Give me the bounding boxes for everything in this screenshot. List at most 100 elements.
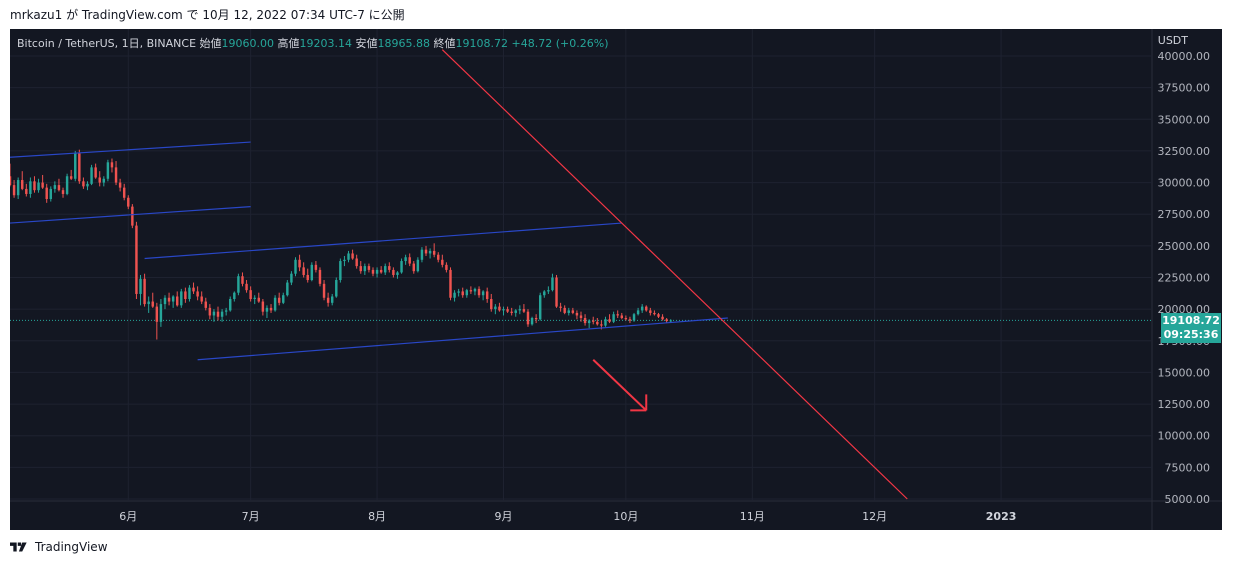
candle (16, 177, 20, 200)
candle-body (420, 249, 424, 260)
candle-body (326, 297, 330, 303)
candle-body (273, 297, 277, 311)
publication-header: mrkazu1 が TradingView.com で 10月 12, 2022… (10, 6, 405, 23)
candle (559, 302, 562, 312)
candle-body (359, 266, 362, 272)
range-channel-bottom-line[interactable] (197, 317, 728, 361)
candle-body (10, 176, 12, 186)
candle (57, 178, 61, 192)
candle (53, 181, 57, 193)
candle-body (159, 304, 163, 322)
candle-body (282, 295, 285, 303)
upper-channel-top-line[interactable] (10, 141, 251, 158)
candle (339, 258, 342, 283)
candle (563, 305, 566, 315)
candle-body (310, 264, 314, 281)
y-tick-label: 30000.00 (1158, 177, 1211, 190)
candle (449, 267, 452, 301)
candle (208, 304, 212, 320)
candle (310, 262, 314, 282)
candle-body (473, 288, 477, 292)
range-channel-top-line[interactable] (144, 222, 622, 260)
candle-body (428, 250, 432, 254)
candle (351, 249, 354, 260)
candlestick-chart[interactable]: 6月 7月 8月 9月 10月 11月 12月 2023 5000.00 7500.00 1000… (10, 29, 1222, 530)
candle (424, 245, 428, 256)
y-tick-label: 25000.00 (1158, 240, 1211, 253)
candle-body (645, 306, 648, 311)
candle-body (518, 309, 522, 311)
candle (241, 272, 244, 287)
candle-body (347, 253, 350, 260)
candle-body (188, 287, 191, 300)
candle-body (612, 314, 615, 322)
candle-body (102, 178, 106, 183)
upper-channel-bottom-line[interactable] (10, 206, 251, 224)
candle (322, 280, 326, 301)
candle-body (65, 176, 69, 194)
candle-body (461, 291, 464, 296)
candle (94, 163, 97, 179)
candle (188, 285, 191, 302)
candle (326, 292, 330, 307)
candle-body (29, 181, 32, 194)
candle-body (416, 259, 420, 272)
candle (669, 319, 672, 323)
candle-body (249, 290, 252, 300)
candle-body (94, 167, 97, 178)
candle (412, 261, 416, 274)
high-value: 19203.14 (299, 37, 353, 50)
candle-body (53, 185, 57, 189)
candle (453, 290, 456, 302)
candle (543, 290, 546, 298)
y-tick-label: 32500.00 (1158, 145, 1211, 158)
candle-body (632, 314, 636, 321)
candle (45, 183, 48, 203)
candle (282, 292, 285, 305)
candle-body (481, 291, 485, 296)
candle (620, 312, 624, 320)
y-tick-label: 40000.00 (1158, 50, 1211, 63)
candle-body (396, 272, 399, 275)
chart-area[interactable]: 6月 7月 8月 9月 10月 11月 12月 2023 5000.00 7500.00 1000… (10, 29, 1222, 530)
candle-body (171, 296, 175, 302)
candle (490, 293, 493, 312)
candle (175, 291, 179, 307)
candle-body (583, 318, 587, 324)
candle (657, 312, 660, 319)
candle-body (216, 311, 220, 317)
descending-trendline-line[interactable] (441, 49, 908, 500)
footer-brand: TradingView (35, 540, 108, 554)
candle (249, 286, 252, 302)
candle (180, 288, 183, 308)
candle (408, 253, 411, 267)
candle-body (579, 315, 583, 319)
candle (200, 291, 203, 305)
open-value: 19060.00 (221, 37, 275, 50)
candle-body (624, 318, 628, 320)
candle (494, 304, 497, 315)
candle-body (37, 182, 40, 191)
candle (636, 307, 640, 316)
candle-body (322, 283, 326, 298)
candle (220, 309, 224, 322)
candle-body (620, 315, 624, 319)
candle (624, 315, 628, 321)
candle (530, 316, 534, 326)
candle (571, 307, 575, 315)
candle-body (502, 309, 505, 311)
candle (404, 254, 407, 265)
candle (461, 287, 464, 298)
candle (379, 266, 383, 274)
candle (273, 295, 277, 312)
trend-drawings[interactable] (10, 49, 908, 500)
candle-body (98, 177, 101, 183)
candle-body (139, 278, 142, 294)
candle-body (510, 311, 513, 313)
candle (522, 304, 526, 313)
candle-body (343, 259, 346, 262)
candle-body (167, 297, 171, 302)
candle-body (86, 183, 89, 187)
candle (534, 314, 538, 324)
currency-label: USDT (1157, 34, 1188, 47)
